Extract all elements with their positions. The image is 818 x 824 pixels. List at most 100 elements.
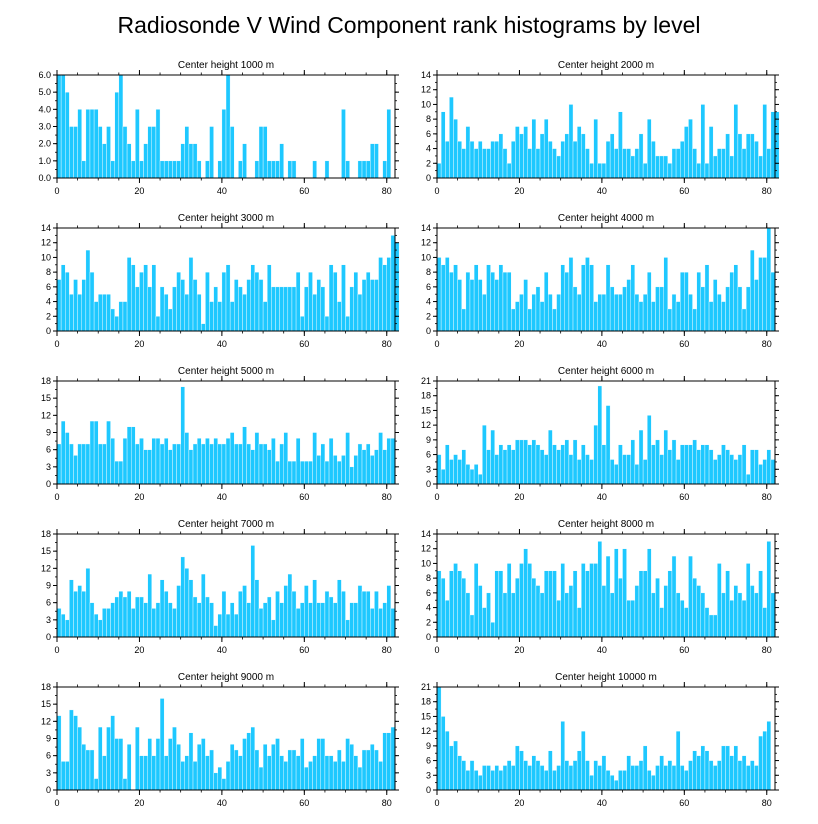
bar [93,778,99,791]
bar [65,271,70,332]
bar [572,570,578,638]
bar [498,570,504,638]
bar [168,160,173,179]
bar [357,443,363,485]
bar [453,740,458,791]
x-tick-label: 60 [299,798,309,808]
bar [523,439,528,485]
bar [614,294,619,332]
y-tick-label: 6 [46,598,51,608]
bar [531,118,537,179]
bar [717,294,722,332]
bar [217,160,223,179]
x-tick-label: 0 [54,339,59,349]
bar [89,602,95,638]
bar [324,755,330,791]
bar [585,257,590,332]
y-tick-label: 6 [426,756,431,766]
x-tick-label: 60 [679,645,689,655]
bar [295,438,301,485]
bar [81,744,87,791]
bar [515,745,520,791]
bar [754,279,759,332]
bar [73,591,78,638]
x-tick-label: 20 [134,798,144,808]
bar [642,294,648,332]
bar [73,279,78,332]
bar [102,143,107,179]
bar [745,286,751,332]
bar [254,160,260,179]
y-tick-label: 14 [421,223,431,233]
bar [77,726,82,791]
bar [271,160,276,179]
bar [502,271,508,332]
y-tick-label: 6.0 [38,70,51,80]
bar [696,163,702,179]
bar [89,271,95,332]
bar [102,608,107,638]
bar [733,264,739,332]
bar [671,765,677,791]
bar [531,577,537,638]
bar [675,459,681,485]
bar [717,148,722,179]
bar [601,444,607,485]
x-tick-label: 80 [382,339,392,349]
bar [449,271,454,332]
bar [238,755,243,791]
bar [93,420,99,485]
y-tick-label: 0 [426,479,431,489]
bar [357,294,363,332]
bar [332,602,338,638]
bar [642,745,648,791]
bar [478,473,483,485]
bar [151,438,157,485]
bar [469,141,475,179]
bar [651,141,656,179]
bar [168,308,173,332]
x-tick-label: 80 [762,339,772,349]
bar [708,126,714,179]
bar [679,271,685,332]
x-tick-label: 60 [299,645,309,655]
y-tick-label: 6 [46,282,51,292]
bar [647,548,652,638]
bar [457,141,462,179]
bar [118,738,124,791]
bar [159,579,165,638]
bar [576,607,582,638]
bar [126,744,132,791]
bar [60,420,66,485]
bar [163,755,169,791]
bar [523,279,528,332]
bar [184,126,190,179]
bar [667,163,673,179]
y-tick-label: 14 [421,70,431,80]
bar [262,744,268,791]
bar [242,585,247,638]
bar [589,459,594,485]
bar [349,744,354,791]
bar [312,432,317,485]
bar [721,745,726,791]
x-tick-label: 20 [514,186,524,196]
bar [324,460,330,485]
bar [560,444,565,485]
bar [106,420,111,485]
bar [155,316,161,332]
bar [568,585,574,638]
bar [482,294,487,332]
bar [684,607,689,638]
bar [337,301,342,332]
bar [65,619,70,638]
x-tick-label: 60 [299,339,309,349]
bar [77,443,82,485]
bar [725,570,730,638]
bar [754,141,759,179]
bar [663,155,669,179]
bar [374,143,379,179]
bar [527,308,533,332]
bar [188,449,194,485]
y-tick-label: 18 [421,391,431,401]
